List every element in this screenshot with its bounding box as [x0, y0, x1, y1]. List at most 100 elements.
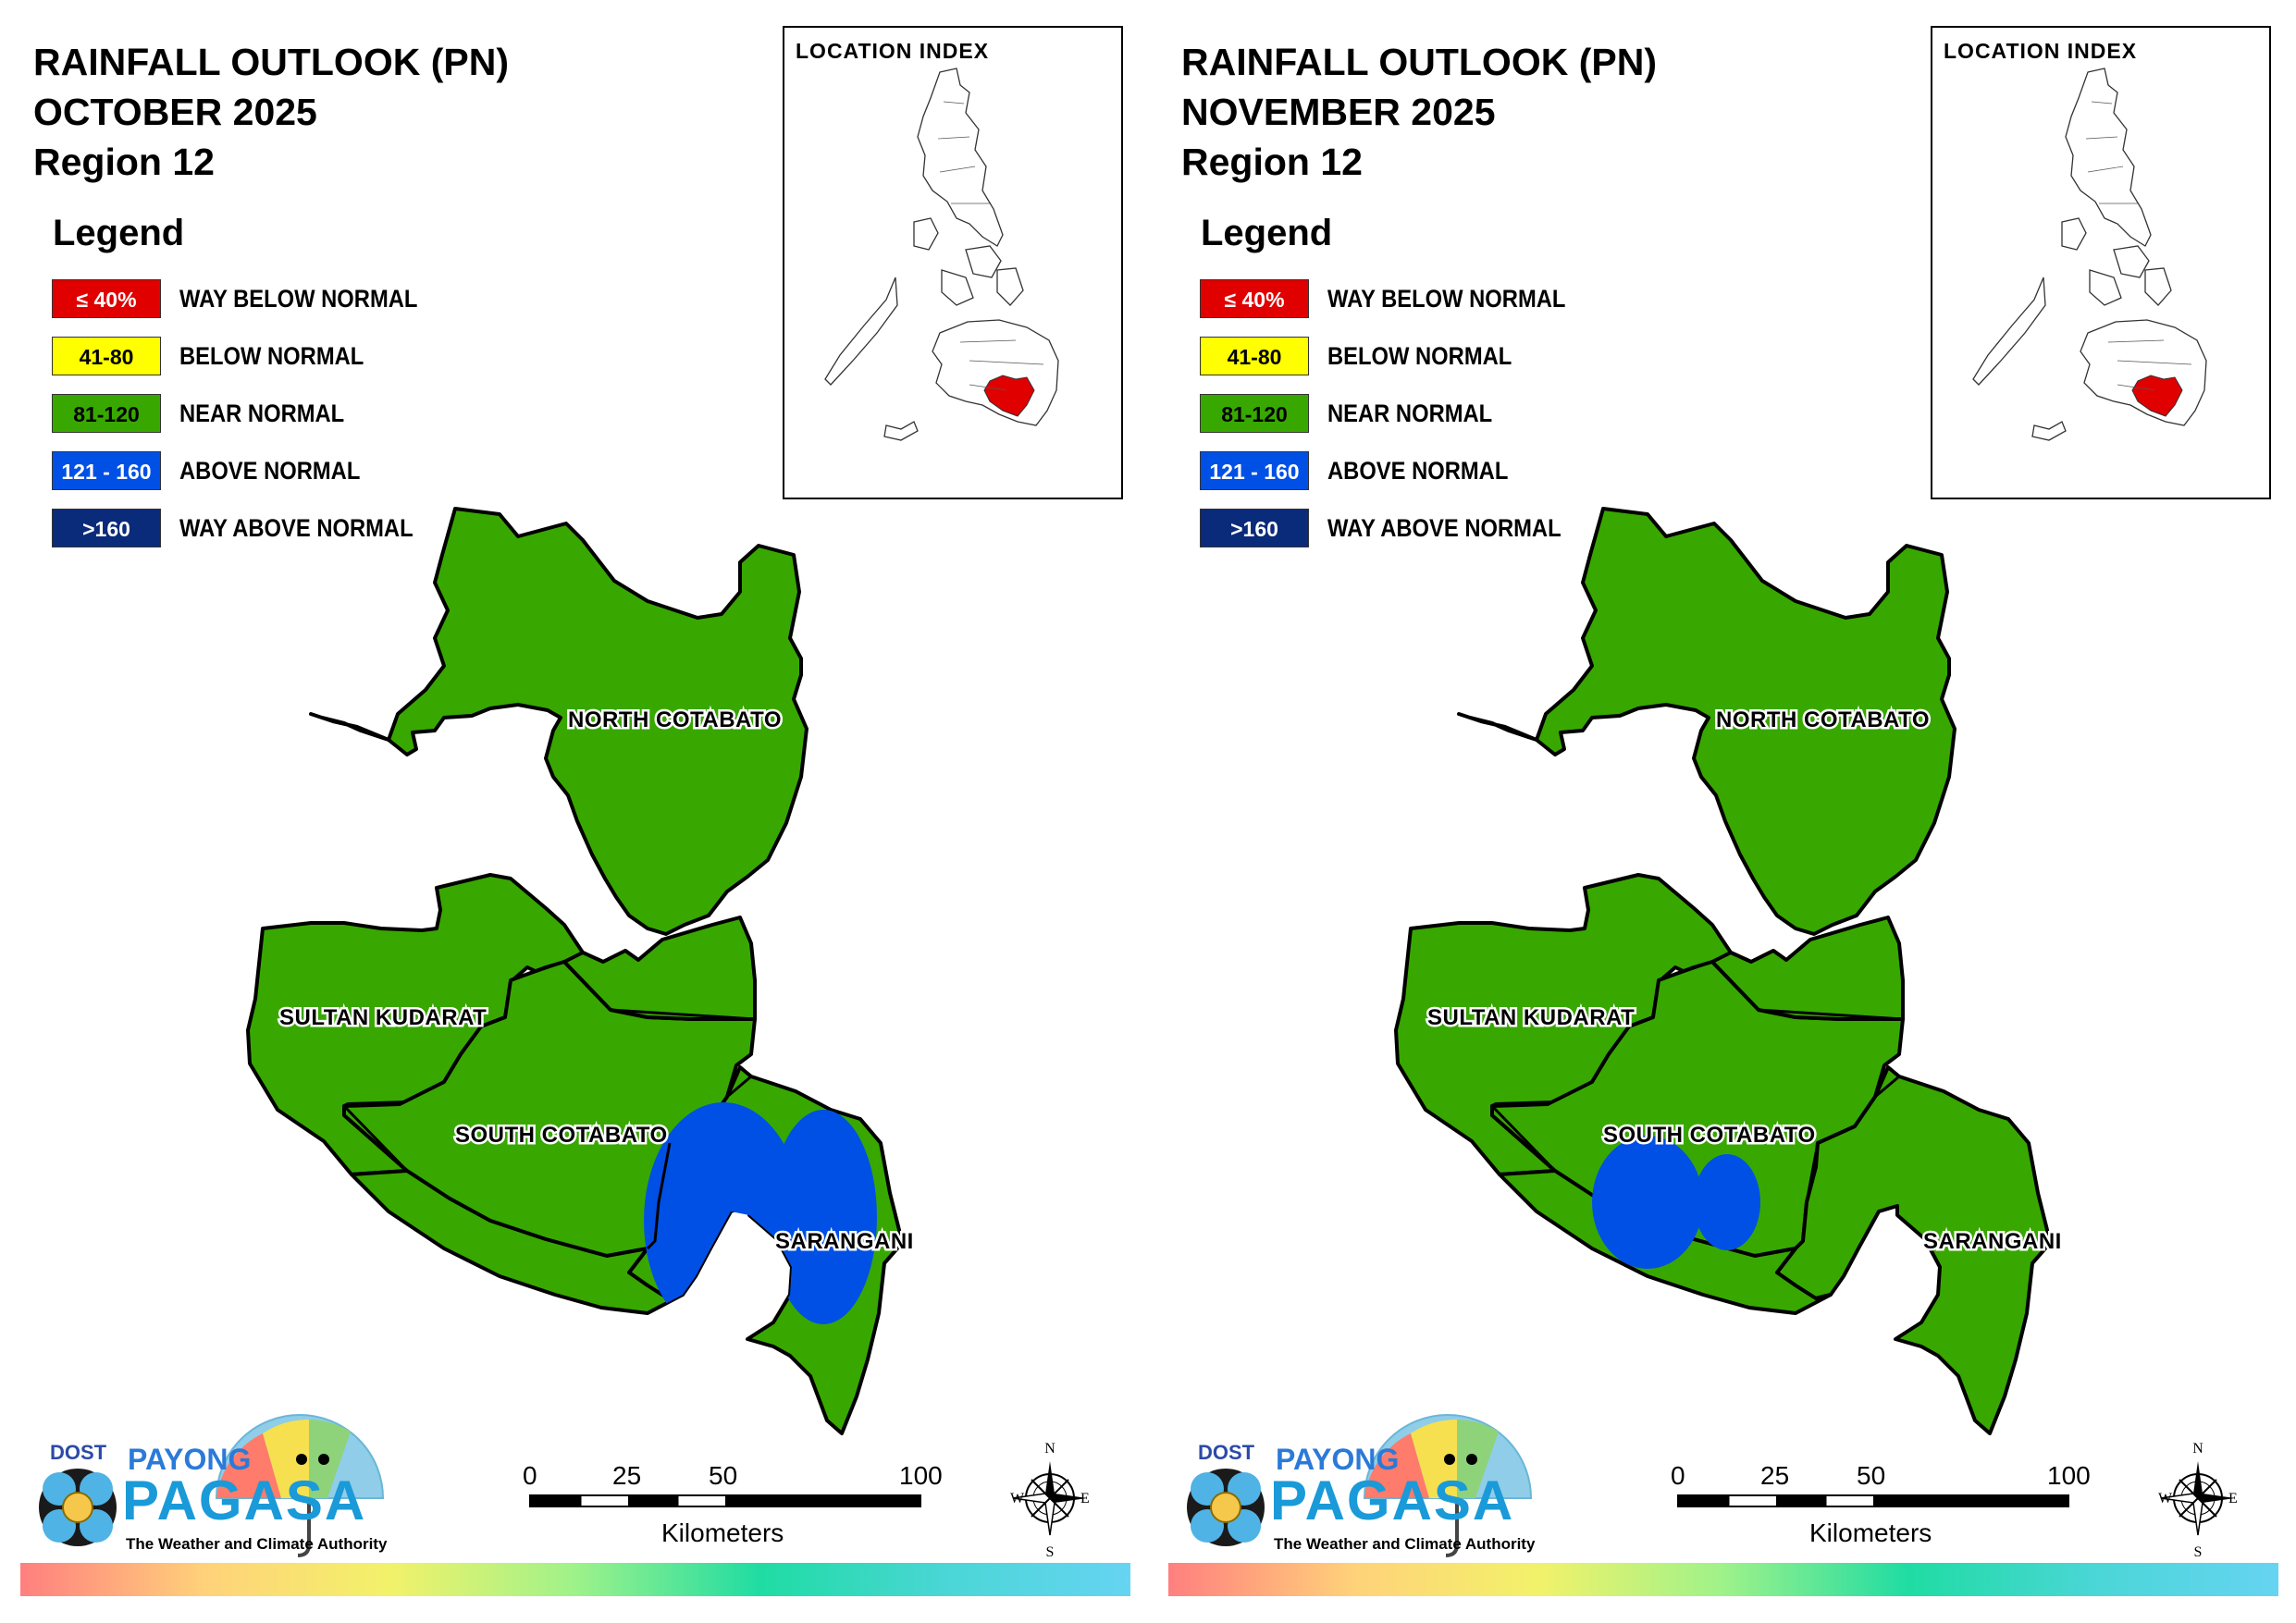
luzon-shape — [2065, 68, 2152, 247]
dost-text: DOST — [1198, 1441, 1255, 1464]
mindoro-shape — [913, 217, 939, 251]
compass-rose-icon: N S W E — [2156, 1438, 2240, 1560]
footer-gradient-bar — [20, 1563, 1130, 1596]
philippines-outline-map — [824, 68, 1059, 441]
scale-bar-graphic — [529, 1494, 921, 1507]
province-north-cotabato-south-lobe — [562, 916, 757, 1021]
visayas-shape-2 — [2089, 269, 2122, 306]
label-north-cotabato: NORTH COTABATO — [1716, 707, 1930, 732]
palawan-shape — [1972, 277, 2046, 386]
payong-text: PAYONG — [128, 1443, 252, 1476]
scale-tick-50: 50 — [709, 1461, 738, 1490]
scale-tick-25: 25 — [612, 1461, 642, 1490]
legend-label: BELOW NORMAL — [1327, 342, 1512, 370]
scale-unit: Kilometers — [1809, 1518, 1932, 1547]
label-south-cotabato: SOUTH COTABATO — [455, 1123, 668, 1148]
svg-text:W: W — [2158, 1491, 2173, 1506]
dost-seal-icon — [1187, 1469, 1265, 1546]
payong-text: PAYONG — [1276, 1443, 1400, 1476]
region-12-highlight — [2131, 375, 2183, 417]
label-sultan-kudarat: SULTAN KUDARAT — [1427, 1005, 1635, 1030]
logo-tagline: The Weather and Climate Authority — [1274, 1535, 1536, 1553]
philippines-outline-map — [1972, 68, 2207, 441]
logo-tagline: The Weather and Climate Authority — [126, 1535, 388, 1553]
title-line-1: RAINFALL OUTLOOK (PN) — [33, 41, 509, 83]
province-north-cotabato — [1457, 507, 1957, 936]
title-line-2: OCTOBER 2025 — [33, 91, 317, 133]
label-sarangani: SARANGANI — [1923, 1229, 2062, 1254]
visayas-shape-3 — [996, 267, 1024, 306]
above-normal-blob — [1694, 1154, 1760, 1250]
pagasa-logo: DOST PAYONG PAGASA The Weather and Clima… — [31, 1387, 401, 1563]
outlook-panel-october: RAINFALL OUTLOOK (PN) OCTOBER 2025 Regio… — [20, 26, 1130, 1596]
title-line-3: Region 12 — [1181, 141, 1363, 183]
above-normal-zone — [644, 1102, 877, 1339]
legend-label: WAY ABOVE NORMAL — [179, 514, 414, 542]
legend-swatch: >160 — [1200, 509, 1309, 547]
map-title: RAINFALL OUTLOOK (PN) OCTOBER 2025 Regio… — [33, 37, 509, 187]
legend-swatch: ≤ 40% — [1200, 279, 1309, 318]
dost-text: DOST — [50, 1441, 107, 1464]
sulu-shape — [883, 421, 919, 441]
pagasa-logo: DOST PAYONG PAGASA The Weather and Clima… — [1179, 1387, 1549, 1563]
label-sarangani: SARANGANI — [775, 1229, 914, 1254]
pagasa-text: PAGASA — [122, 1469, 367, 1531]
legend-swatch: 81-120 — [52, 394, 161, 433]
compass-rose-icon: N S W E — [1008, 1438, 1092, 1560]
visayas-shape-3 — [2144, 267, 2172, 306]
legend-label: ABOVE NORMAL — [179, 457, 361, 485]
above-normal-zone — [1592, 1136, 1760, 1269]
payong-pagasa-logo — [1187, 1414, 1533, 1557]
above-normal-blob — [1592, 1136, 1703, 1269]
location-index-title: LOCATION INDEX — [796, 39, 990, 63]
visayas-shape-1 — [965, 245, 1002, 278]
region-12-map: NORTH COTABATO SULTAN KUDARAT SOUTH COTA… — [246, 507, 914, 1435]
luzon-shape — [917, 68, 1004, 247]
mindoro-shape — [2061, 217, 2087, 251]
label-south-cotabato: SOUTH COTABATO — [1603, 1123, 1816, 1148]
dost-seal-icon — [39, 1469, 117, 1546]
label-sultan-kudarat: SULTAN KUDARAT — [279, 1005, 487, 1030]
legend-label: WAY BELOW NORMAL — [179, 285, 418, 313]
svg-text:E: E — [2228, 1491, 2238, 1506]
scale-tick-0: 0 — [523, 1461, 537, 1490]
svg-text:E: E — [1080, 1491, 1090, 1506]
label-north-cotabato: NORTH COTABATO — [568, 707, 782, 732]
scale-tick-0: 0 — [1671, 1461, 1685, 1490]
visayas-shape-2 — [941, 269, 974, 306]
legend-label: WAY BELOW NORMAL — [1327, 285, 1566, 313]
visayas-shape-1 — [2113, 245, 2150, 278]
region-12-highlight — [983, 375, 1035, 417]
footer-gradient-bar — [1168, 1563, 2278, 1596]
scale-bar: 0 25 50 100 Kilometers — [523, 1461, 943, 1554]
legend-label: NEAR NORMAL — [1327, 400, 1493, 427]
pagasa-text: PAGASA — [1270, 1469, 1515, 1531]
palawan-shape — [824, 277, 898, 386]
sulu-shape — [2031, 421, 2067, 441]
svg-text:W: W — [1010, 1491, 1025, 1506]
scale-bar: 0 25 50 100 Kilometers — [1671, 1461, 2091, 1554]
scale-tick-50: 50 — [1857, 1461, 1886, 1490]
scale-tick-100: 100 — [899, 1461, 943, 1490]
legend-title: Legend — [53, 213, 185, 253]
scale-tick-25: 25 — [1760, 1461, 1790, 1490]
location-index-inset: LOCATION INDEX — [1931, 26, 2271, 499]
legend-swatch: 121 - 160 — [1200, 451, 1309, 490]
legend-swatch: >160 — [52, 509, 161, 547]
location-index-inset: LOCATION INDEX — [783, 26, 1123, 499]
legend-title: Legend — [1201, 213, 1333, 253]
scale-tick-100: 100 — [2047, 1461, 2091, 1490]
location-index-title: LOCATION INDEX — [1944, 39, 2138, 63]
svg-text:S: S — [2194, 1544, 2203, 1558]
scale-unit: Kilometers — [661, 1518, 784, 1547]
legend-label: BELOW NORMAL — [179, 342, 364, 370]
above-normal-blob — [770, 1110, 877, 1324]
title-line-1: RAINFALL OUTLOOK (PN) — [1181, 41, 1657, 83]
legend-label: ABOVE NORMAL — [1327, 457, 1509, 485]
region-12-map: NORTH COTABATO SULTAN KUDARAT SOUTH COTA… — [1394, 507, 2064, 1435]
legend-swatch: 121 - 160 — [52, 451, 161, 490]
title-line-2: NOVEMBER 2025 — [1181, 91, 1496, 133]
title-line-3: Region 12 — [33, 141, 215, 183]
legend-swatch: 41-80 — [52, 337, 161, 375]
legend-swatch: 81-120 — [1200, 394, 1309, 433]
